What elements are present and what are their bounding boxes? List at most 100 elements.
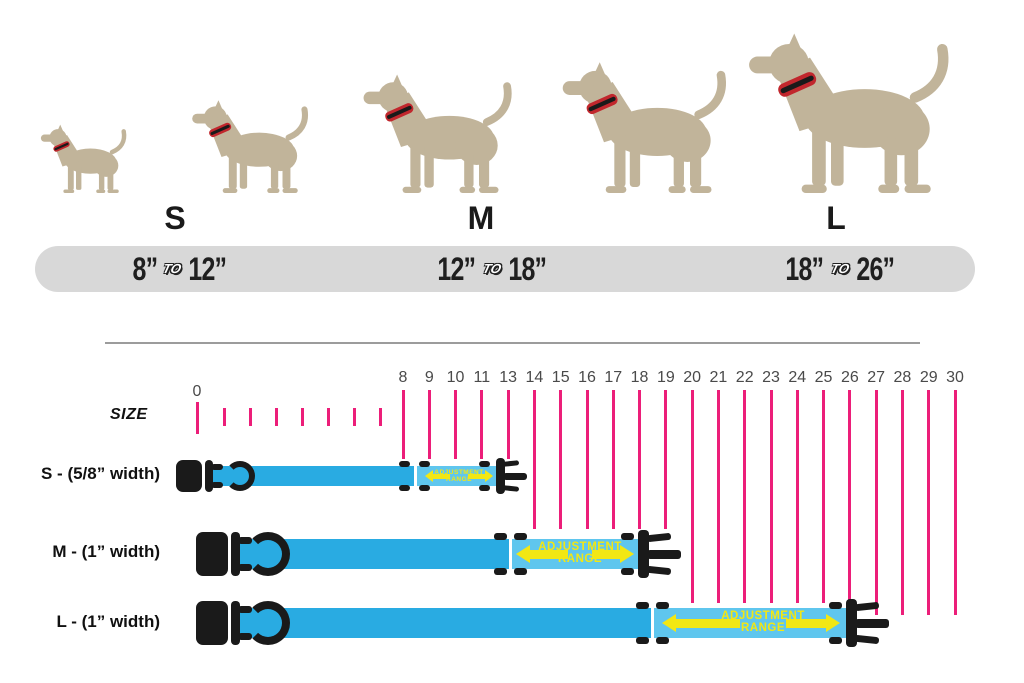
adjustment-range-label-l: ADJUSTMENT RANGE — [707, 610, 819, 635]
ruler-line-9 — [427, 390, 431, 459]
size-axis-label: SIZE — [110, 406, 148, 423]
dog-silhouette-3 — [364, 74, 508, 193]
collar-dring-m — [246, 532, 290, 576]
ruler-label-29: 29 — [919, 369, 938, 386]
adjustment-range-label-s: ADJUSTMENT RANGE — [426, 469, 492, 483]
ruler-line-17 — [611, 390, 615, 529]
ruler-label-28: 28 — [893, 369, 912, 386]
adjustment-arrow-right-l-head — [826, 614, 840, 632]
collar-male-tab-top-s — [479, 461, 490, 467]
collar-buckle-prong-top-m — [646, 532, 672, 543]
collar-buckle-nub-bottom-l — [238, 633, 252, 640]
collar-buckle-female-s — [176, 460, 202, 492]
collar-slider-tab-bottom-l-1 — [656, 637, 669, 644]
ruler-label-16: 16 — [578, 369, 596, 386]
ruler-label-17: 17 — [604, 369, 623, 386]
adjustment-line1: ADJUSTMENT — [538, 540, 622, 553]
collar-buckle-prong-top-s — [502, 460, 520, 467]
ruler-label-8: 8 — [398, 369, 408, 386]
ruler-line-20 — [690, 390, 694, 603]
collar-buckle-prong-bottom-s — [502, 485, 520, 492]
collar-buckle-prong-mid-m — [647, 549, 681, 559]
collar-buckle-female-l — [196, 601, 228, 645]
dog-silhouette-5 — [749, 33, 943, 193]
collar-male-tab-top-m — [621, 533, 634, 540]
adjustment-line2: RANGE — [446, 475, 472, 483]
collar-slider-tab-top-m-0 — [494, 533, 507, 540]
ruler-line-23 — [769, 390, 773, 603]
ruler-label-30: 30 — [946, 369, 964, 386]
adjustment-range-label-m: ADJUSTMENT RANGE — [524, 541, 636, 566]
adjustment-line1: ADJUSTMENT — [721, 609, 805, 622]
ruler-line-18 — [638, 390, 642, 529]
collar-slider-tab-top-l-0 — [636, 602, 649, 609]
range-to-value: 18” — [508, 251, 547, 287]
ruler-minor-tick — [223, 408, 226, 426]
adjustment-arrow-left-s-shaft — [432, 473, 450, 479]
collar-adjustment-strap-l — [654, 608, 852, 638]
ruler-minor-tick — [249, 408, 252, 426]
ruler-label-27: 27 — [867, 369, 886, 386]
dog-silhouette-2 — [192, 100, 305, 193]
ruler-line-0 — [195, 402, 199, 434]
size-letter-l: L — [826, 200, 846, 236]
collar-buckle-prong-bottom-l — [854, 634, 880, 645]
collar-buckle-male-bar-s — [496, 458, 505, 494]
collar-buckle-prong-bottom-m — [646, 565, 672, 576]
size-range-m: 12” TO 18” — [372, 247, 612, 293]
ruler-label-9: 9 — [424, 369, 434, 386]
ruler-line-21 — [716, 390, 720, 603]
collar-buckle-male-bar-m — [638, 530, 649, 578]
divider-line — [105, 342, 920, 344]
collar-buckle-nub-top-s — [211, 464, 223, 470]
size-letter-m: M — [467, 200, 495, 236]
collar-buckle-nub-top-l — [238, 606, 252, 613]
range-to-value: 12” — [187, 251, 227, 287]
ruler-label-13: 13 — [499, 369, 518, 386]
collar-adjustment-strap-s — [417, 466, 502, 486]
adjustment-arrow-right-s-shaft — [468, 473, 486, 479]
ruler-minor-tick — [301, 408, 304, 426]
collar-dring-l — [246, 601, 290, 645]
collar-slider-tab-bottom-l-0 — [636, 637, 649, 644]
dog-silhouette-4 — [563, 62, 722, 193]
collar-buckle-nub-bottom-s — [211, 482, 223, 488]
collar-buckle-female-m — [196, 532, 228, 576]
ruler-line-22 — [743, 390, 747, 603]
collar-slider-tab-bottom-s-1 — [419, 485, 430, 491]
collar-buckle-nub-top-m — [238, 537, 252, 544]
collar-size-label-s: S - (5/8” width) — [41, 464, 160, 483]
dog-silhouette-1 — [41, 125, 124, 193]
range-to-word: TO — [481, 261, 503, 276]
ruler-line-10 — [454, 390, 458, 459]
collar-slider-slit-m — [509, 538, 512, 570]
ruler-minor-tick — [327, 408, 330, 426]
ruler-line-26 — [848, 390, 852, 603]
ruler-label-26: 26 — [840, 369, 859, 386]
ruler-label-20: 20 — [683, 369, 702, 386]
collar-strap-l — [232, 608, 651, 638]
size-letter-s: S — [164, 200, 186, 236]
adjustment-arrow-left-l-head — [662, 614, 676, 632]
adjustment-arrow-right-l-shaft — [786, 618, 827, 628]
ruler-line-15 — [559, 390, 563, 529]
collar-male-tab-top-l — [829, 602, 842, 609]
dog-lineup-illustration — [0, 0, 1024, 200]
range-to-word: TO — [829, 261, 851, 276]
size-range-s: 8” TO 12” — [60, 247, 300, 293]
collar-dring-s — [225, 461, 255, 491]
adjustment-line2: RANGE — [557, 553, 603, 566]
ruler-minor-tick — [275, 408, 278, 426]
collar-strap-s — [206, 466, 414, 486]
collar-buckle-prong-mid-s — [503, 472, 527, 480]
collar-male-tab-bottom-m — [621, 568, 634, 575]
ruler-label-0: 0 — [192, 383, 202, 400]
collar-slider-tab-bottom-m-0 — [494, 568, 507, 575]
ruler-label-21: 21 — [709, 369, 728, 386]
collar-buckle-nub-bottom-m — [238, 564, 252, 571]
ruler-minor-tick — [353, 408, 356, 426]
ruler-line-29 — [927, 390, 931, 615]
adjustment-arrow-right-s-head — [485, 470, 493, 482]
ruler-line-27 — [874, 390, 878, 615]
